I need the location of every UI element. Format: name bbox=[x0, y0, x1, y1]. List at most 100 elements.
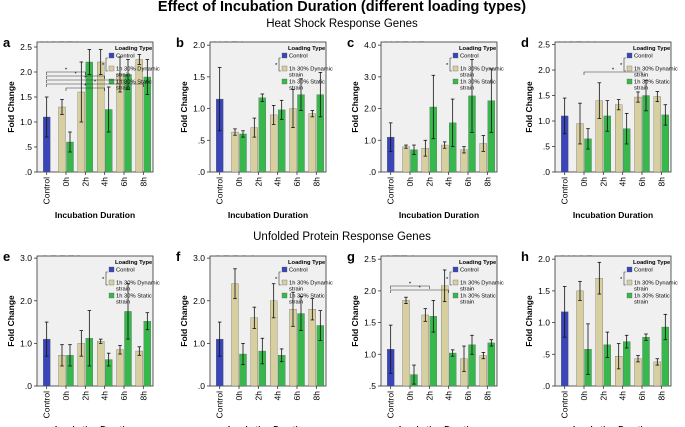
panel-letter: d bbox=[521, 35, 529, 50]
y-tick-label: .0 bbox=[25, 167, 32, 177]
bar bbox=[402, 300, 410, 387]
legend-bracket bbox=[105, 271, 108, 286]
y-tick-label: 1.0 bbox=[193, 338, 205, 348]
legend-label-cont: strain bbox=[116, 86, 130, 92]
legend-bracket bbox=[105, 57, 108, 72]
section-title-heat-shock: Heat Shock Response Genes bbox=[266, 18, 418, 30]
x-tick-label: 6h bbox=[637, 177, 647, 187]
x-axis-label: Incubation Duration bbox=[573, 210, 653, 220]
legend-title: Loading Type bbox=[633, 46, 671, 52]
y-tick-label: 1.5 bbox=[193, 72, 205, 82]
x-tick-label: 4h bbox=[100, 177, 110, 187]
panel-letter: e bbox=[3, 249, 10, 264]
legend-swatch bbox=[108, 266, 115, 273]
x-tick-label: Control bbox=[215, 177, 225, 205]
legend-label-cont: strain bbox=[634, 287, 648, 293]
legend-title: Loading Type bbox=[633, 260, 671, 266]
legend-title: Loading Type bbox=[288, 46, 326, 52]
y-axis-label: Fold Change bbox=[350, 295, 360, 347]
panel-letter: b bbox=[176, 35, 184, 50]
y-tick-label: 4.0 bbox=[364, 40, 376, 50]
significance-asterisk: * bbox=[84, 76, 87, 82]
legend-title: Loading Type bbox=[459, 260, 497, 266]
legend-swatch bbox=[626, 292, 633, 299]
x-tick-label: Control bbox=[42, 391, 52, 419]
bar bbox=[402, 146, 410, 173]
legend-swatch bbox=[281, 78, 288, 85]
x-tick-label: 0h bbox=[61, 391, 71, 401]
legend-label: Control bbox=[289, 268, 308, 274]
x-tick-label: 2h bbox=[253, 177, 263, 187]
legend-title: Loading Type bbox=[288, 260, 326, 266]
legend-bracket bbox=[623, 57, 626, 72]
x-tick-label: 4h bbox=[273, 391, 283, 401]
bar bbox=[231, 283, 239, 387]
legend-swatch bbox=[626, 266, 633, 273]
y-tick-label: 1.0 bbox=[20, 117, 32, 127]
bar bbox=[653, 361, 661, 387]
bar bbox=[85, 61, 93, 173]
x-tick-label: 8h bbox=[656, 177, 666, 187]
plot-area bbox=[380, 41, 498, 173]
x-tick-label: 6h bbox=[463, 177, 473, 187]
bar bbox=[143, 321, 151, 387]
figure-title: Effect of Incubation Duration (different… bbox=[158, 0, 526, 15]
bar bbox=[97, 61, 105, 173]
legend-swatch bbox=[626, 279, 633, 286]
y-tick-label: .5 bbox=[369, 381, 376, 391]
legend-asterisk: * bbox=[102, 277, 105, 283]
legend-bracket bbox=[449, 57, 452, 72]
legend-asterisk: * bbox=[446, 277, 449, 283]
legend-asterisk: * bbox=[275, 277, 278, 283]
legend-label: 1h 30% Static bbox=[460, 294, 496, 300]
x-axis-label: Incubation Duration bbox=[55, 424, 135, 427]
significance-bracket bbox=[46, 75, 105, 79]
legend-swatch bbox=[452, 65, 459, 72]
y-tick-label: 1.0 bbox=[364, 349, 376, 359]
legend-swatch bbox=[626, 52, 633, 59]
legend-title: Loading Type bbox=[115, 46, 153, 52]
x-tick-label: 4h bbox=[444, 391, 454, 401]
legend-bracket bbox=[278, 271, 281, 286]
x-tick-label: 4h bbox=[100, 391, 110, 401]
x-tick-label: 2h bbox=[424, 177, 434, 187]
plot-area bbox=[36, 41, 154, 173]
significance-bracket bbox=[390, 289, 449, 293]
y-tick-label: 3.0 bbox=[20, 253, 32, 263]
legend-label-cont: strain bbox=[634, 73, 648, 79]
legend-label: Control bbox=[634, 268, 653, 274]
plot-area bbox=[554, 255, 672, 387]
x-tick-label: 0h bbox=[405, 391, 415, 401]
y-tick-label: 1.0 bbox=[364, 135, 376, 145]
y-tick-label: 2.0 bbox=[193, 296, 205, 306]
legend-label: 1h 30% Static bbox=[116, 294, 152, 300]
y-tick-label: 2.0 bbox=[364, 286, 376, 296]
bar bbox=[615, 104, 623, 173]
x-tick-label: 8h bbox=[138, 391, 148, 401]
x-tick-label: 2h bbox=[598, 177, 608, 187]
legend-asterisk: * bbox=[275, 63, 278, 69]
y-tick-label: 2.0 bbox=[538, 65, 550, 75]
bar bbox=[97, 341, 105, 387]
y-tick-label: 2.5 bbox=[20, 42, 32, 52]
x-axis-label: Incubation Duration bbox=[55, 210, 135, 220]
x-axis-label: Incubation Duration bbox=[228, 210, 308, 220]
x-tick-label: 0h bbox=[579, 391, 589, 401]
legend-label-cont: strain bbox=[460, 300, 474, 306]
bar bbox=[135, 350, 143, 387]
bar bbox=[449, 352, 457, 387]
y-axis-label: Fold Change bbox=[524, 81, 534, 133]
legend-label: 1h 30% Dynamic bbox=[460, 281, 504, 287]
legend-swatch bbox=[108, 279, 115, 286]
bar bbox=[231, 131, 239, 173]
x-tick-label: 8h bbox=[311, 177, 321, 187]
legend-label: 1h 30% Dynamic bbox=[289, 67, 333, 73]
bar bbox=[58, 106, 66, 173]
x-tick-label: 8h bbox=[138, 177, 148, 187]
legend-title: Loading Type bbox=[115, 260, 153, 266]
